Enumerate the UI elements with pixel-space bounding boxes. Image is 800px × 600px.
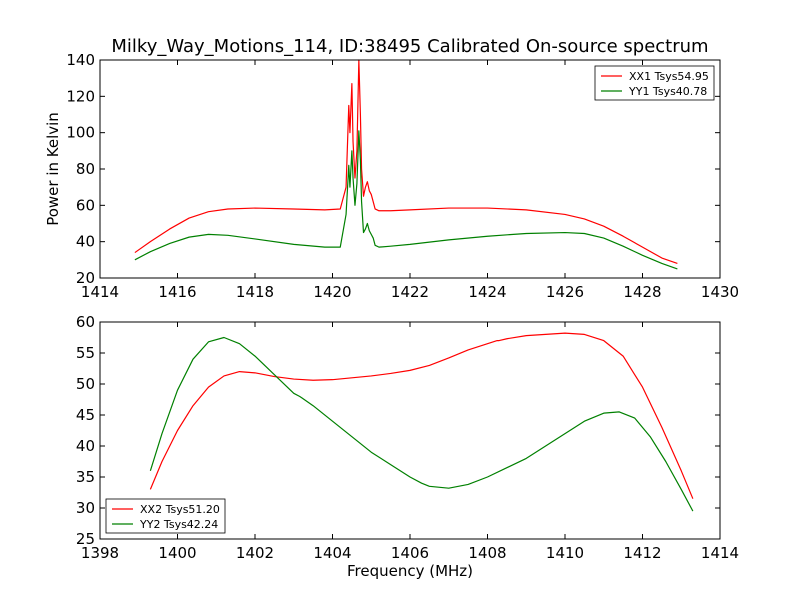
legend-box	[594, 65, 715, 101]
y-tick-label: 55	[76, 344, 95, 362]
bottom-plot: 1398 1400 1402 1404 1406 1408 1410 1412 1414 25 30…	[76, 313, 739, 562]
y-tick-label: 20	[76, 269, 95, 287]
y-tick-label: 45	[76, 406, 95, 424]
series-line-1	[149, 332, 694, 499]
y-tick-label: 120	[66, 87, 95, 105]
series-line-1	[134, 59, 678, 265]
legend-label: XX2 Tsys51.20	[140, 503, 220, 516]
y-tick-label: 25	[76, 530, 95, 548]
x-tick-label: 1416	[158, 283, 196, 301]
x-tick-label: 1414	[81, 283, 119, 301]
x-tick-label: 1402	[236, 544, 274, 562]
y-axis-label: Power in Kelvin	[44, 112, 62, 226]
x-tick-label: 1410	[546, 544, 584, 562]
x-tick-label: 1430	[701, 283, 739, 301]
x-tick-label: 1422	[391, 283, 429, 301]
y-tick-label: 30	[76, 499, 95, 517]
series-line-2	[134, 130, 678, 270]
x-tick-label: 1412	[623, 544, 661, 562]
y-tick-label: 40	[76, 437, 95, 455]
legend-label: YY2 Tsys42.24	[139, 518, 218, 531]
x-tick-label: 1418	[236, 283, 274, 301]
y-tick-label: 100	[66, 124, 95, 142]
y-tick-label: 140	[66, 51, 95, 69]
x-tick-label: 1426	[546, 283, 584, 301]
x-axis-label: Frequency (MHz)	[347, 562, 473, 580]
y-tick-label: 60	[76, 196, 95, 214]
chart-title: Milky_Way_Motions_114, ID:38495 Calibrat…	[111, 36, 708, 57]
y-tick-label: 50	[76, 375, 95, 393]
x-tick-label: 1400	[158, 544, 196, 562]
x-tick-label: 1424	[468, 283, 506, 301]
top-plot: 1414 1416 1418 1420 1422 1424 1426 1428 1430 20 40…	[66, 51, 739, 301]
legend-label: XX1 Tsys54.95	[629, 70, 709, 83]
legend: XX1 Tsys54.95 YY1 Tsys40.78	[594, 65, 715, 101]
legend-label: YY1 Tsys40.78	[628, 85, 707, 98]
x-tick-label: 1406	[391, 544, 429, 562]
x-tick-label: 1398	[81, 544, 119, 562]
y-tick-label: 80	[76, 160, 95, 178]
y-tick-label: 60	[76, 313, 95, 331]
legend-box	[105, 498, 226, 534]
x-tick-label: 1428	[623, 283, 661, 301]
x-tick-label: 1404	[313, 544, 351, 562]
x-tick-label: 1414	[701, 544, 739, 562]
series-line-2	[149, 336, 694, 512]
y-tick-label: 40	[76, 233, 95, 251]
x-tick-label: 1408	[468, 544, 506, 562]
x-tick-label: 1420	[313, 283, 351, 301]
legend: XX2 Tsys51.20 YY2 Tsys42.24	[105, 498, 226, 534]
y-tick-label: 35	[76, 468, 95, 486]
